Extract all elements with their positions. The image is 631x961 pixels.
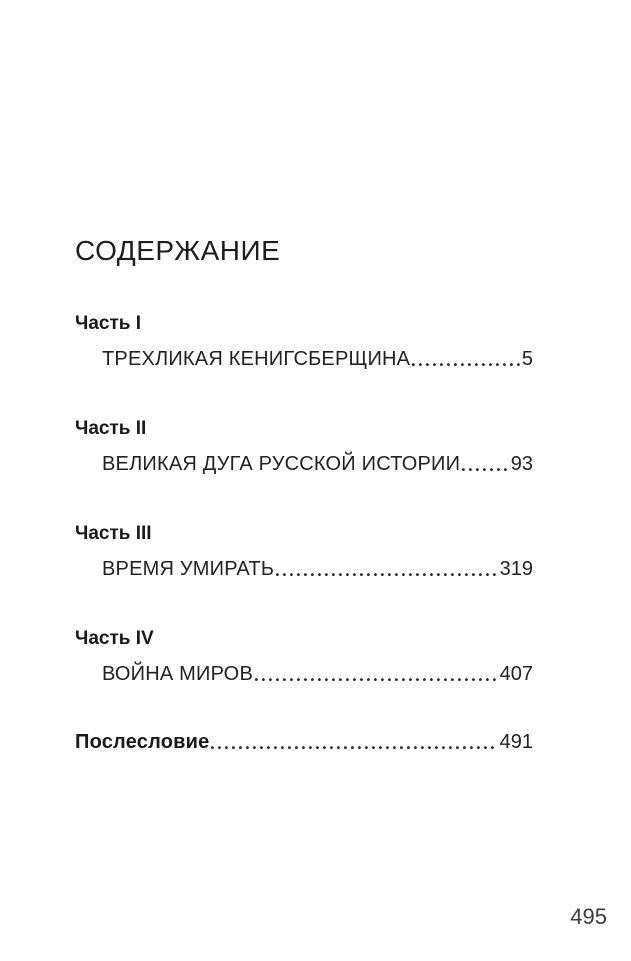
dot-leader [276,573,498,579]
chapter-page-number: 5 [521,348,533,370]
part-heading: Часть III [75,523,152,544]
afterword-page-number: 491 [499,731,533,753]
folio-page-number: 495 [570,904,607,929]
toc-section-3: Часть III ВРЕМЯ УМИРАТЬ 319 [75,524,533,579]
part-heading: Часть I [75,313,142,334]
toc-section-2: Часть II ВЕЛИКАЯ ДУГА РУССКОЙ ИСТОРИИ 93 [75,419,533,474]
dot-leader [412,363,520,369]
toc-section-1: Часть I ТРЕХЛИКАЯ КЕНИГСБЕРЩИНА 5 [75,314,533,369]
dot-leader [462,468,509,474]
toc-section-4: Часть IV ВОЙНА МИРОВ 407 [75,629,533,684]
toc-content: СОДЕРЖАНИЕ Часть I ТРЕХЛИКАЯ КЕНИГСБЕРЩИ… [75,237,533,752]
toc-entry-afterword: Послесловие 491 [75,732,533,752]
toc-entry: ВОЙНА МИРОВ 407 [75,664,533,684]
chapter-title: ВРЕМЯ УМИРАТЬ [102,558,275,580]
toc-entry: ТРЕХЛИКАЯ КЕНИГСБЕРЩИНА 5 [75,349,533,369]
toc-entry: ВЕЛИКАЯ ДУГА РУССКОЙ ИСТОРИИ 93 [75,454,533,474]
toc-entry: ВРЕМЯ УМИРАТЬ 319 [75,559,533,579]
dot-leader [211,746,498,752]
dot-leader [254,678,498,684]
afterword-label: Послесловие [75,731,210,753]
chapter-title: ТРЕХЛИКАЯ КЕНИГСБЕРЩИНА [102,348,411,370]
chapter-page-number: 93 [510,453,533,475]
page-title: СОДЕРЖАНИЕ [75,235,281,266]
part-heading: Часть II [75,418,147,439]
chapter-title: ВЕЛИКАЯ ДУГА РУССКОЙ ИСТОРИИ [102,453,461,475]
chapter-title: ВОЙНА МИРОВ [102,663,253,685]
chapter-page-number: 319 [499,558,533,580]
chapter-page-number: 407 [499,663,533,685]
part-heading: Часть IV [75,628,154,649]
